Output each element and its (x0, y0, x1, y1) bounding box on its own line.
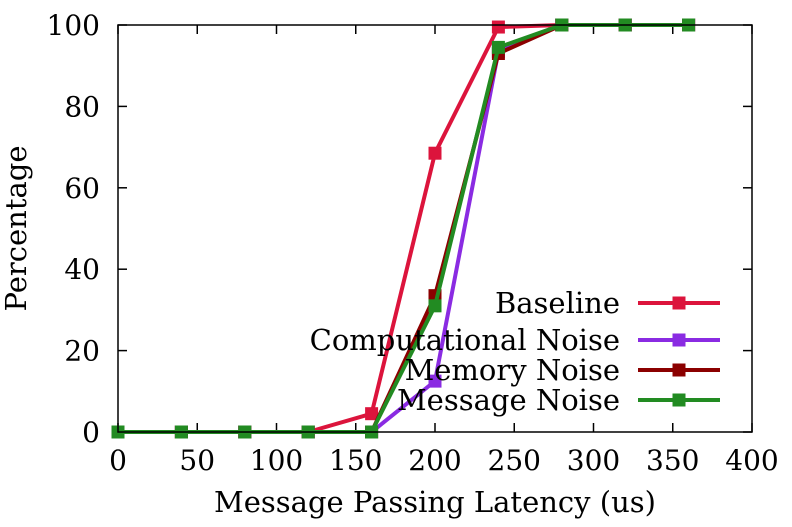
data-point (491, 40, 505, 54)
data-point (491, 20, 505, 34)
legend-marker (672, 333, 686, 347)
legend-item: Computational Noise (310, 323, 720, 357)
x-tick-label: 50 (179, 444, 215, 477)
x-tick-label: 0 (109, 444, 127, 477)
tick-labels: 0 50 100 150 200 250 300 350 400 0 20 40 60 80 100 (47, 9, 779, 477)
x-tick-label: 100 (250, 444, 303, 477)
x-tick-label: 350 (646, 444, 699, 477)
x-axis-title: Message Passing Latency (us) (214, 485, 656, 519)
y-tick-label: 100 (47, 9, 100, 42)
y-tick-label: 60 (64, 172, 100, 205)
legend-label: Computational Noise (310, 323, 620, 357)
data-point (428, 146, 442, 160)
y-tick-label: 20 (64, 335, 100, 368)
legend-label: Memory Noise (405, 353, 620, 387)
legend-marker (672, 363, 686, 377)
x-tick-label: 200 (408, 444, 461, 477)
data-point (428, 299, 442, 313)
legend-item: Memory Noise (405, 353, 720, 387)
x-tick-label: 250 (488, 444, 541, 477)
data-point (365, 407, 379, 421)
legend-marker (672, 296, 686, 310)
x-tick-label: 150 (329, 444, 382, 477)
x-tick-label: 400 (725, 444, 778, 477)
y-tick-label: 80 (64, 90, 100, 123)
legend-label: Message Noise (397, 383, 620, 417)
legend-item: Message Noise (397, 383, 720, 417)
legend-label: Baseline (495, 286, 620, 320)
plot-frame (117, 24, 753, 433)
y-axis-title: Percentage (0, 146, 33, 312)
data-point (428, 374, 442, 388)
legend-marker (672, 393, 686, 407)
x-tick-label: 300 (567, 444, 620, 477)
y-tick-label: 0 (82, 416, 100, 449)
legend-item: Baseline (495, 286, 720, 320)
y-tick-label: 40 (64, 253, 100, 286)
